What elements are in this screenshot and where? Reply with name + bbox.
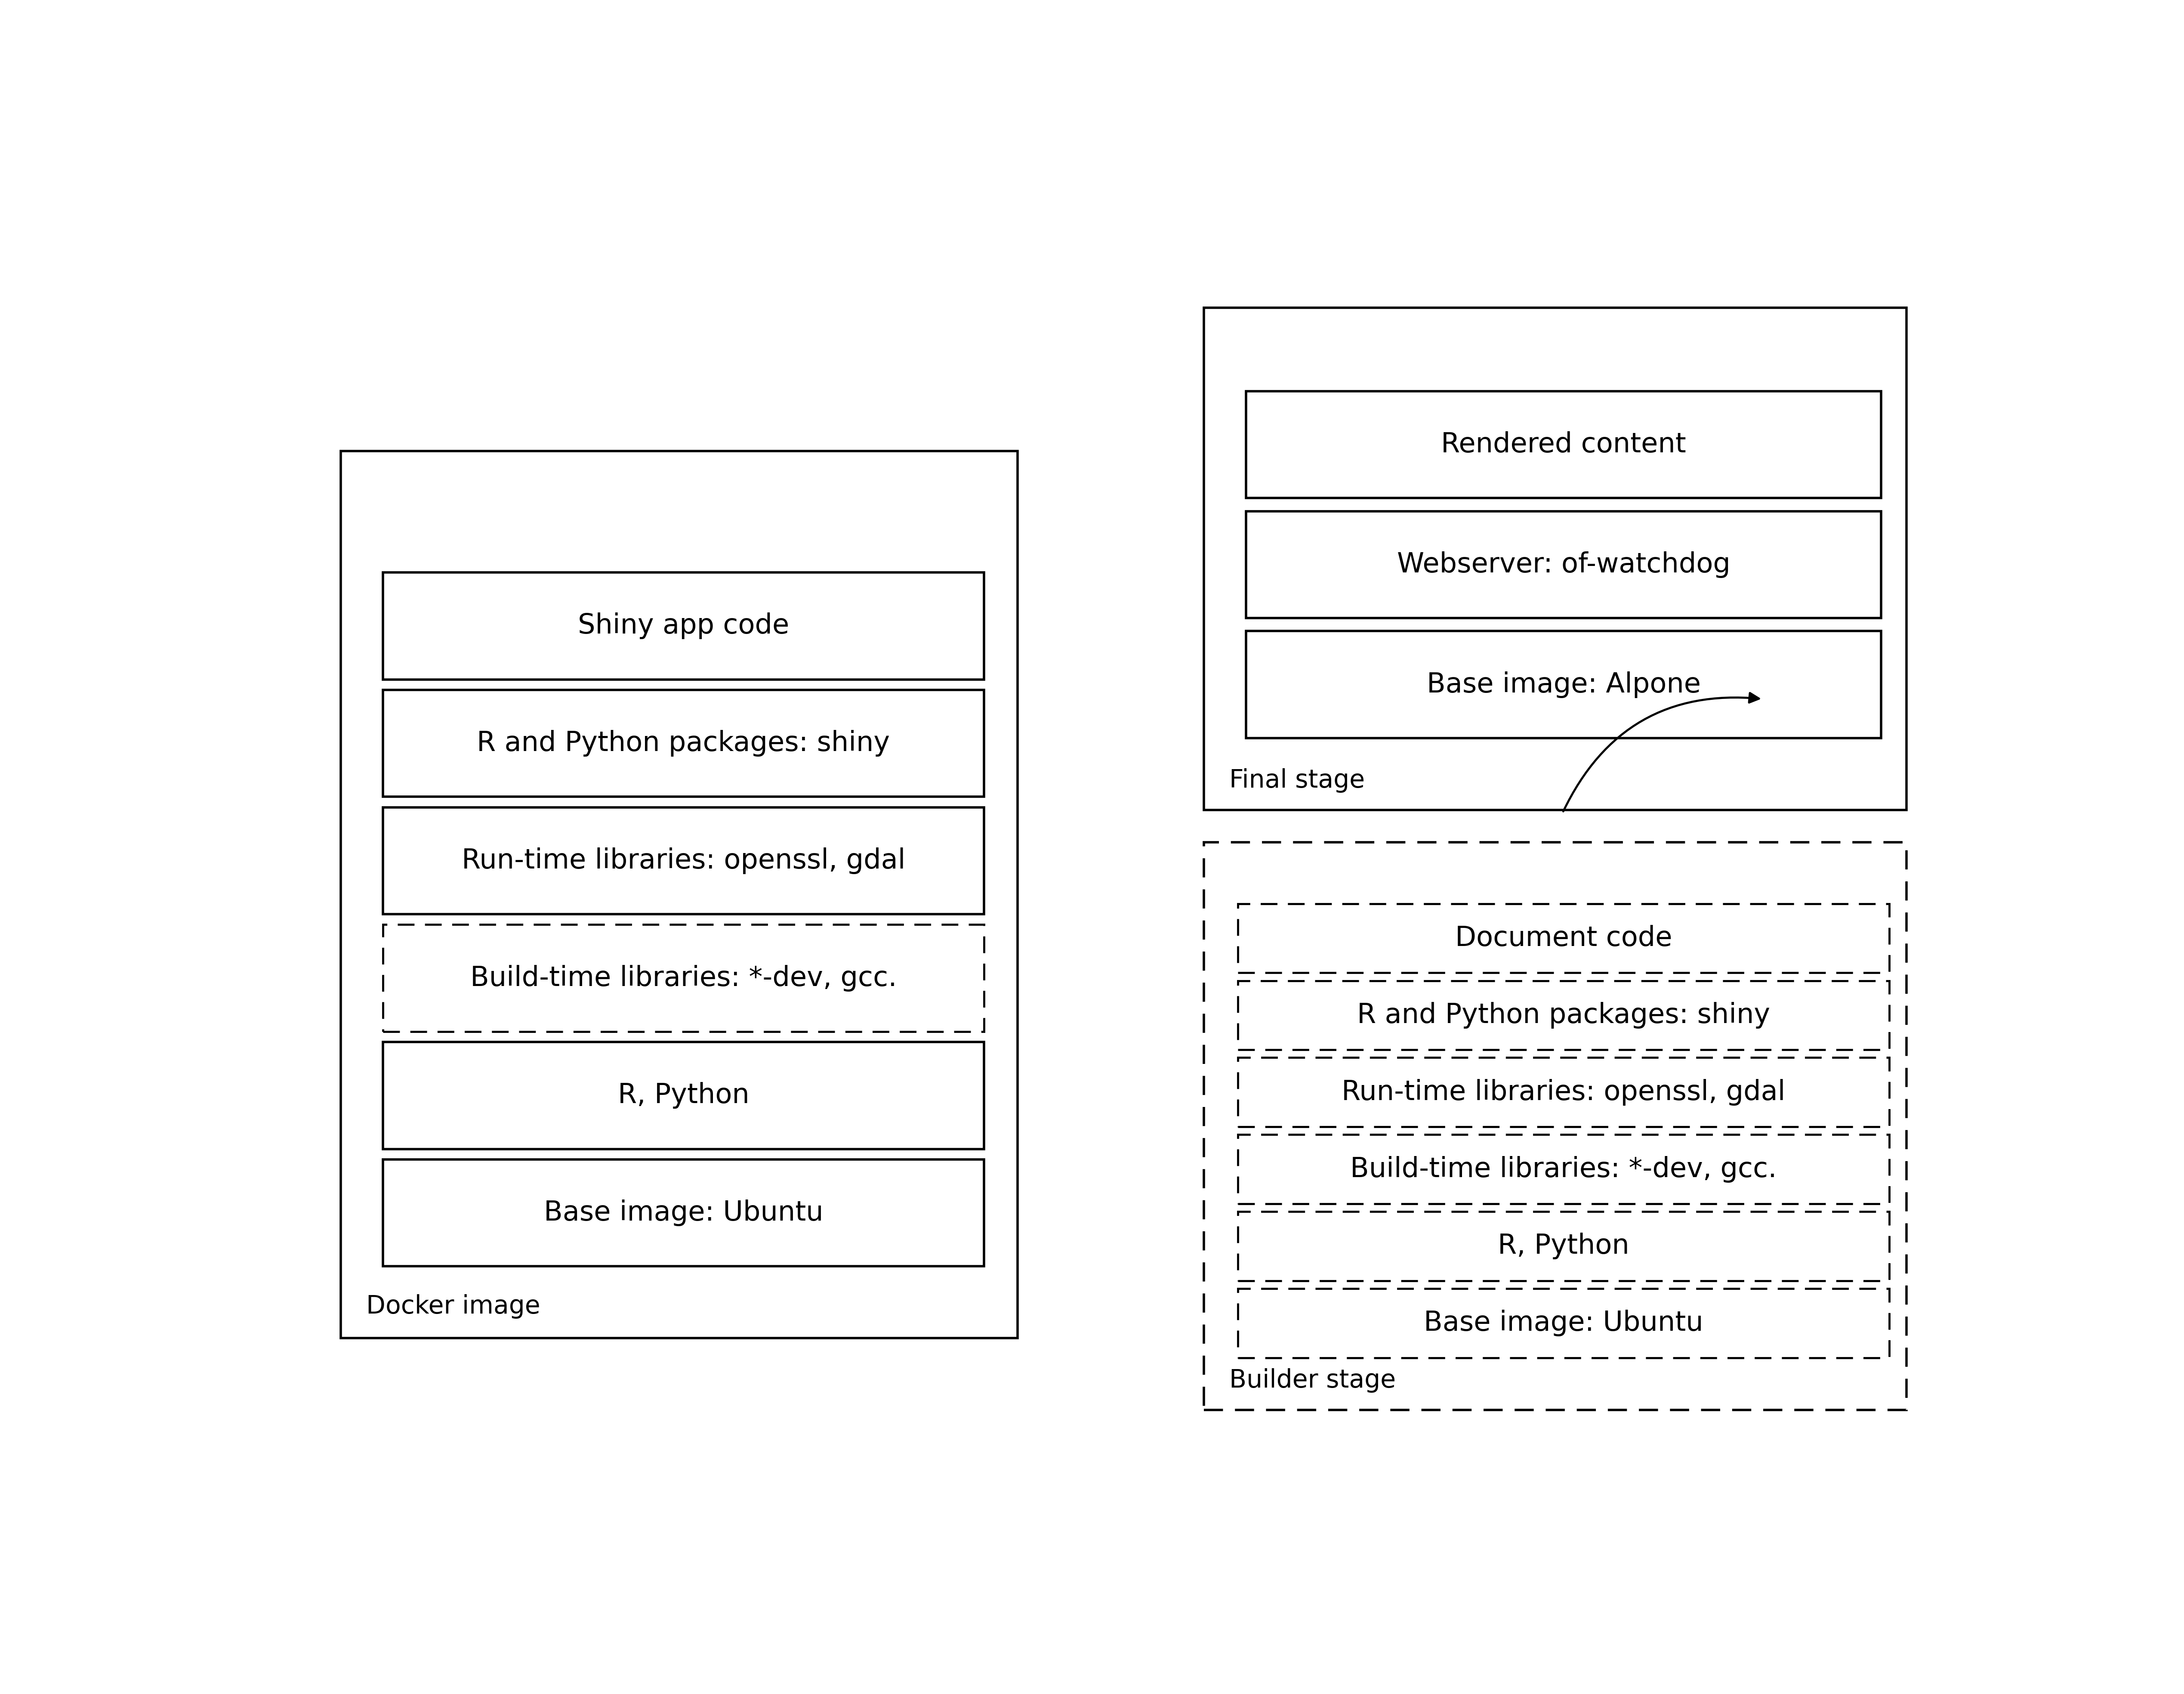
Text: Docker image: Docker image: [367, 1294, 539, 1318]
Text: Final stage: Final stage: [1230, 769, 1365, 793]
Text: R, Python: R, Python: [1498, 1233, 1629, 1259]
Polygon shape: [382, 573, 985, 679]
Polygon shape: [1247, 632, 1880, 739]
Polygon shape: [382, 689, 985, 796]
Polygon shape: [382, 1042, 985, 1149]
Polygon shape: [1238, 1135, 1889, 1204]
Polygon shape: [1238, 1289, 1889, 1357]
Text: Base image: Ubuntu: Base image: Ubuntu: [1424, 1309, 1704, 1337]
Polygon shape: [382, 925, 985, 1032]
Polygon shape: [341, 451, 1018, 1338]
Polygon shape: [382, 1159, 985, 1267]
Text: R and Python packages: shiny: R and Python packages: shiny: [1356, 1001, 1771, 1028]
Polygon shape: [382, 808, 985, 915]
Text: Base image: Ubuntu: Base image: Ubuntu: [544, 1199, 823, 1226]
Polygon shape: [1238, 903, 1889, 972]
Polygon shape: [1247, 391, 1880, 498]
Text: Build-time libraries: *-dev, gcc.: Build-time libraries: *-dev, gcc.: [1350, 1155, 1778, 1182]
Polygon shape: [1247, 512, 1880, 618]
Polygon shape: [1203, 842, 1907, 1409]
Polygon shape: [1238, 1211, 1889, 1281]
Text: Run-time libraries: openssl, gdal: Run-time libraries: openssl, gdal: [1341, 1079, 1787, 1106]
Text: R and Python packages: shiny: R and Python packages: shiny: [476, 730, 891, 757]
Text: R, Python: R, Python: [618, 1082, 749, 1110]
Polygon shape: [1238, 1057, 1889, 1127]
Text: Build-time libraries: *-dev, gcc.: Build-time libraries: *-dev, gcc.: [470, 966, 898, 991]
Text: Run-time libraries: openssl, gdal: Run-time libraries: openssl, gdal: [461, 847, 906, 874]
Polygon shape: [1238, 981, 1889, 1050]
Text: Builder stage: Builder stage: [1230, 1369, 1396, 1392]
Text: Shiny app code: Shiny app code: [579, 613, 788, 639]
Text: Document code: Document code: [1455, 925, 1673, 952]
Polygon shape: [1203, 308, 1907, 810]
Text: Webserver: of-watchdog: Webserver: of-watchdog: [1398, 551, 1730, 578]
Text: Base image: Alpone: Base image: Alpone: [1426, 671, 1701, 698]
Text: Rendered content: Rendered content: [1441, 432, 1686, 457]
